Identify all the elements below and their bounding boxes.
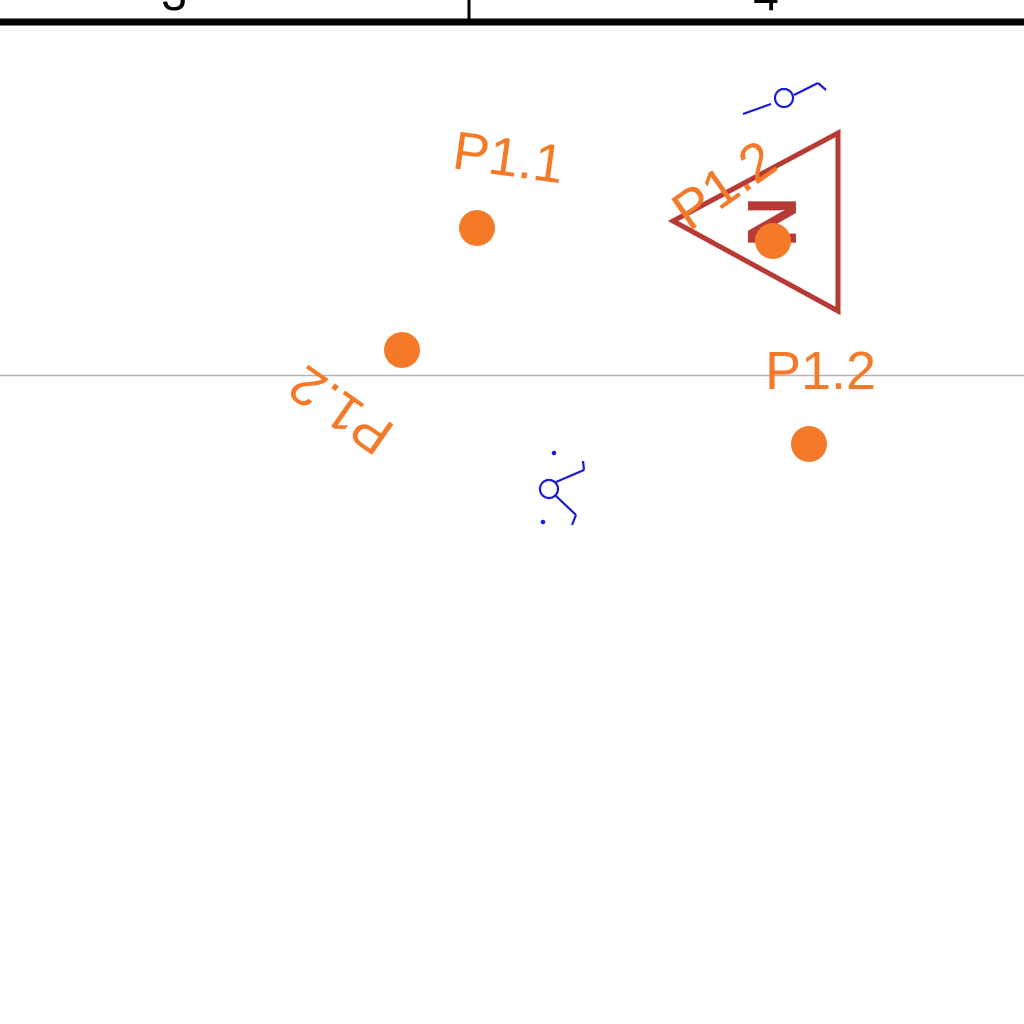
point-labels: P1.1 P1.2 P1.2 P1.2 <box>278 120 876 466</box>
point-label-p1-2-upside-down: P1.2 <box>278 353 403 466</box>
point-label-p1-2-right: P1.2 <box>765 341 876 401</box>
point-label-p1-1: P1.1 <box>449 120 567 195</box>
sprinkler-symbol-icon <box>538 450 586 526</box>
sprinkler-symbol-icon <box>742 82 827 116</box>
point-dot-p1-2-marker[interactable] <box>755 223 791 259</box>
title-block-cell-4: 4 <box>753 0 779 20</box>
title-block: 3 4 <box>0 0 1024 26</box>
north-marker: N <box>667 128 841 316</box>
point-dot-p1-2-left[interactable] <box>384 332 420 368</box>
point-markers <box>384 210 827 462</box>
point-dot-p1-1[interactable] <box>459 210 495 246</box>
marker-triangle <box>667 128 841 316</box>
point-dot-p1-2-right[interactable] <box>791 426 827 462</box>
title-block-cell-3: 3 <box>161 0 187 20</box>
